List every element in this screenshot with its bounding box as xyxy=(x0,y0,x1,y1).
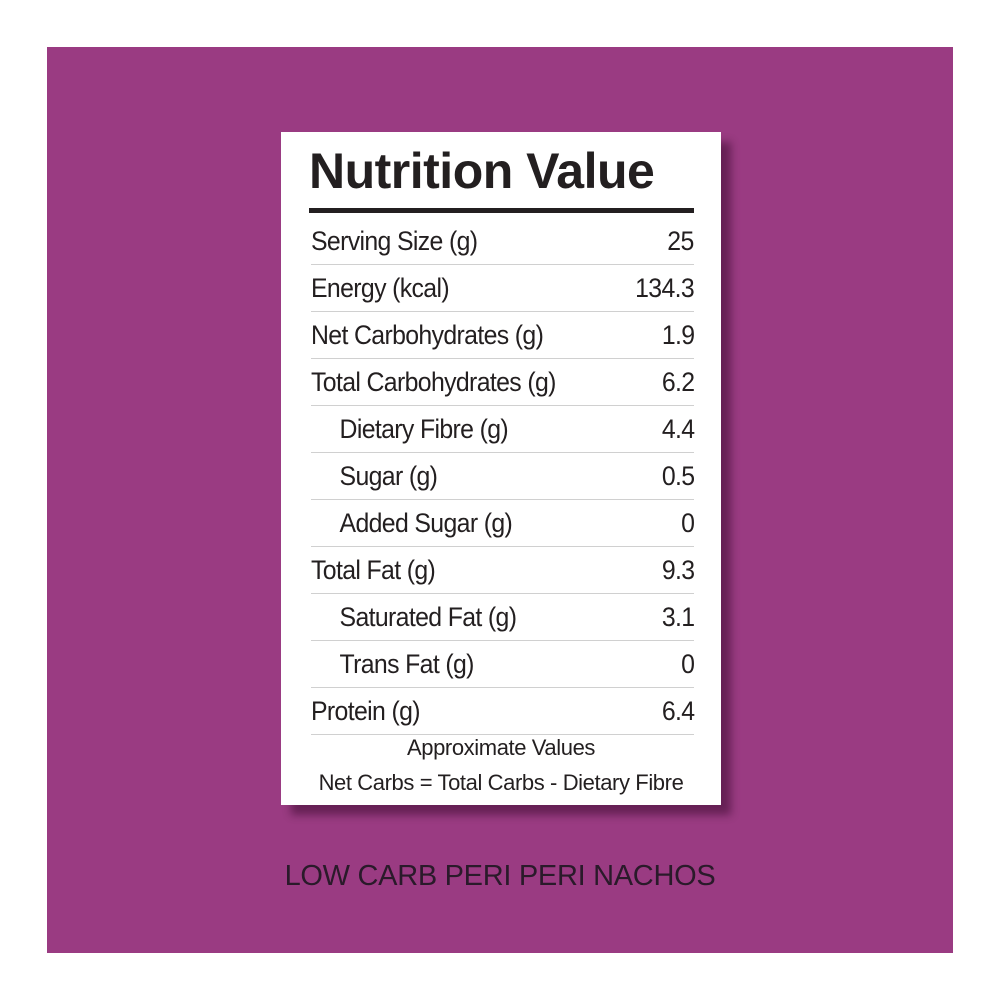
nutrient-label: Net Carbohydrates (g) xyxy=(311,319,544,350)
nutrient-label: Trans Fat (g) xyxy=(339,648,475,679)
nutrition-row: Total Carbohydrates (g) 6.2 xyxy=(311,359,695,406)
nutrition-row: Serving Size (g) 25 xyxy=(311,218,695,265)
footnote-approximate: Approximate Values xyxy=(406,735,596,760)
nutrient-value: 0 xyxy=(680,648,695,679)
nutrient-label: Serving Size (g) xyxy=(311,225,478,256)
label-title: Nutrition Value xyxy=(309,143,655,199)
nutrient-value: 1.9 xyxy=(661,319,694,350)
nutrition-row: Saturated Fat (g) 3.1 xyxy=(311,594,695,641)
nutrition-row: Dietary Fibre (g) 4.4 xyxy=(311,406,695,453)
nutrition-row: Net Carbohydrates (g) 1.9 xyxy=(311,312,695,359)
nutrition-row: Trans Fat (g) 0 xyxy=(311,641,695,688)
nutrition-table: Serving Size (g) 25 Energy (kcal) 134.3 Net … xyxy=(311,218,695,735)
nutrition-label-card: Nutrition Value Serving Size (g) 25 Energy… xyxy=(281,132,721,805)
nutrient-label: Sugar (g) xyxy=(339,460,438,491)
nutrient-value: 3.1 xyxy=(661,601,694,632)
nutrient-value: 6.4 xyxy=(661,695,694,726)
nutrient-label: Protein (g) xyxy=(311,695,421,726)
nutrient-label: Saturated Fat (g) xyxy=(339,601,517,632)
nutrition-row: Energy (kcal) 134.3 xyxy=(311,265,695,312)
nutrient-value: 0.5 xyxy=(661,460,694,491)
product-name: LOW CARB PERI PERI NACHOS xyxy=(284,860,716,892)
nutrient-value: 0 xyxy=(680,507,695,538)
nutrient-value: 25 xyxy=(667,225,695,256)
nutrition-row: Added Sugar (g) 0 xyxy=(311,500,695,547)
nutrient-value: 134.3 xyxy=(635,272,695,303)
footnote-net-carbs: Net Carbs = Total Carbs - Dietary Fibre xyxy=(318,770,684,795)
nutrient-label: Dietary Fibre (g) xyxy=(339,413,509,444)
nutrient-value: 9.3 xyxy=(661,554,694,585)
nutrient-label: Total Carbohydrates (g) xyxy=(311,366,556,397)
nutrient-value: 6.2 xyxy=(661,366,694,397)
nutrition-row: Total Fat (g) 9.3 xyxy=(311,547,695,594)
nutrition-row: Sugar (g) 0.5 xyxy=(311,453,695,500)
nutrition-row: Protein (g) 6.4 xyxy=(311,688,695,735)
title-divider xyxy=(309,208,694,213)
nutrient-label: Energy (kcal) xyxy=(311,272,450,303)
nutrient-label: Total Fat (g) xyxy=(311,554,436,585)
nutrient-value: 4.4 xyxy=(661,413,694,444)
nutrient-label: Added Sugar (g) xyxy=(339,507,513,538)
